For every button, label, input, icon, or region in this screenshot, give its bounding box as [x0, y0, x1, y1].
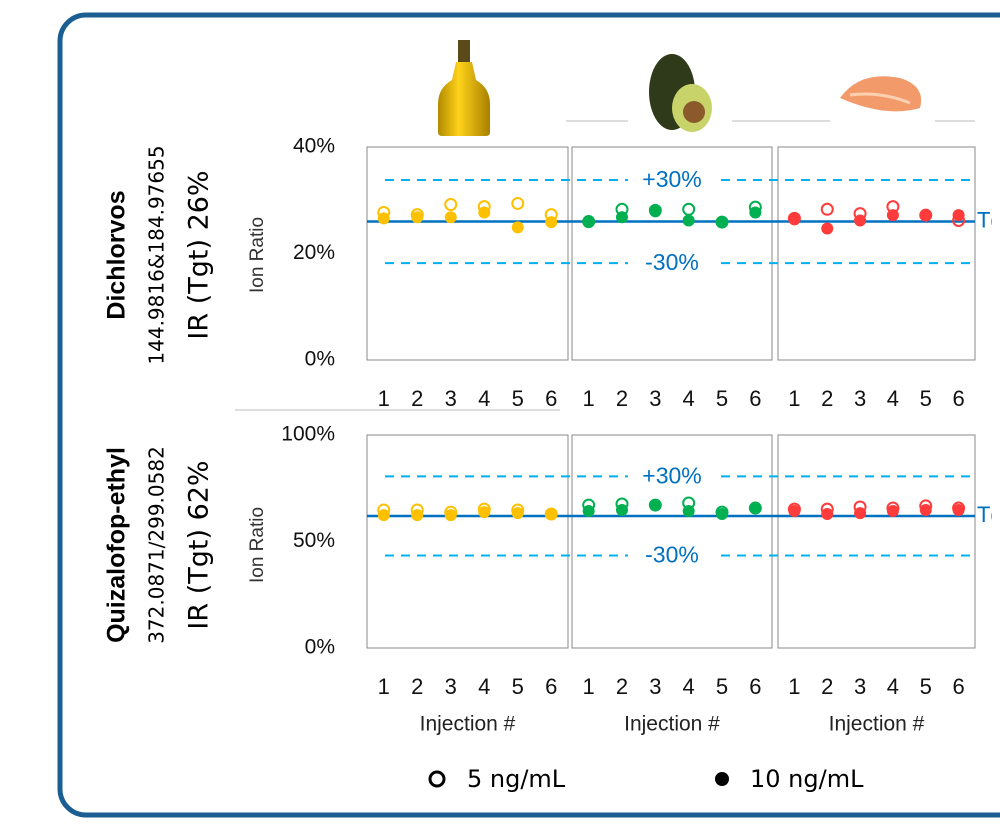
point-filled	[854, 507, 866, 519]
legend-label: 5 ng/mL	[467, 765, 566, 793]
x-tick-label: 4	[887, 674, 899, 699]
tolerance-label: +30%	[642, 166, 701, 192]
point-filled	[512, 507, 524, 519]
y-tick-label: 20%	[293, 241, 335, 264]
point-filled	[788, 505, 800, 517]
point-filled	[411, 211, 423, 223]
x-tick-label: 2	[616, 674, 628, 699]
point-filled	[887, 505, 899, 517]
x-tick-label: 2	[821, 674, 833, 699]
point-filled	[478, 506, 490, 518]
point-filled	[788, 213, 800, 225]
figure: 0%20%40%123456123456123456+30%-30%Tgt0%5…	[0, 0, 1000, 828]
y-tick-label: 50%	[293, 529, 335, 552]
mass-transition: 372.0871/299.0582	[145, 446, 169, 644]
point-filled	[887, 209, 899, 221]
target-ratio: IR (Tgt) 26%	[184, 170, 215, 339]
legend-marker-filled	[715, 772, 729, 786]
point-filled	[716, 508, 728, 520]
x-tick-label: 5	[920, 386, 932, 411]
x-tick-label: 6	[952, 674, 964, 699]
point-filled	[445, 509, 457, 521]
x-tick-label: 5	[716, 674, 728, 699]
target-ratio: IR (Tgt) 62%	[184, 460, 215, 629]
x-tick-label: 2	[411, 386, 423, 411]
point-filled	[545, 216, 557, 228]
point-filled	[953, 209, 965, 221]
point-filled	[649, 205, 661, 217]
mass-transition: 144.9816&184.97655	[145, 145, 169, 364]
x-tick-label: 5	[920, 674, 932, 699]
x-tick-label: 1	[378, 386, 390, 411]
tolerance-label: -30%	[645, 542, 699, 568]
x-tick-label: 3	[854, 674, 866, 699]
y-tick-label: 0%	[305, 636, 335, 659]
x-tick-label: 6	[545, 674, 557, 699]
compound-name: Dichlorvos	[103, 190, 131, 319]
point-filled	[478, 206, 490, 218]
point-filled	[749, 206, 761, 218]
x-tick-label: 3	[445, 386, 457, 411]
x-tick-label: 1	[788, 386, 800, 411]
x-tick-label: 6	[749, 386, 761, 411]
point-filled	[545, 508, 557, 520]
point-filled	[821, 508, 833, 520]
x-axis-label: Injection #	[624, 713, 720, 736]
point-filled	[616, 211, 628, 223]
x-tick-label: 3	[649, 674, 661, 699]
compound-name: Quizalofop-ethyl	[103, 447, 131, 643]
point-filled	[583, 216, 595, 228]
x-tick-label: 2	[616, 386, 628, 411]
y-tick-label: 40%	[293, 135, 335, 158]
y-tick-label: 100%	[281, 423, 335, 446]
x-tick-label: 3	[854, 386, 866, 411]
x-tick-label: 4	[478, 386, 490, 411]
point-filled	[821, 222, 833, 234]
point-filled	[920, 209, 932, 221]
x-tick-label: 5	[716, 386, 728, 411]
x-tick-label: 3	[445, 674, 457, 699]
point-filled	[854, 214, 866, 226]
point-filled	[683, 214, 695, 226]
x-tick-label: 2	[821, 386, 833, 411]
x-tick-label: 4	[683, 674, 695, 699]
point-filled	[445, 211, 457, 223]
x-tick-label: 2	[411, 674, 423, 699]
point-filled	[616, 504, 628, 516]
point-filled	[953, 504, 965, 516]
point-filled	[749, 502, 761, 514]
x-tick-label: 1	[583, 674, 595, 699]
y-axis-label: Ion Ratio	[247, 217, 268, 293]
point-filled	[920, 504, 932, 516]
x-tick-label: 1	[378, 674, 390, 699]
x-axis-label: Injection #	[420, 713, 516, 736]
x-tick-label: 6	[952, 386, 964, 411]
point-filled	[716, 216, 728, 228]
legend-marker-open	[430, 772, 444, 786]
point-filled	[378, 212, 390, 224]
point-filled	[378, 509, 390, 521]
y-axis-label: Ion Ratio	[247, 507, 268, 583]
x-tick-label: 4	[478, 674, 490, 699]
x-tick-label: 1	[583, 386, 595, 411]
point-filled	[583, 505, 595, 517]
x-tick-label: 5	[512, 386, 524, 411]
point-filled	[649, 499, 661, 511]
x-tick-label: 5	[512, 674, 524, 699]
tolerance-label: +30%	[642, 462, 701, 488]
legend-label: 10 ng/mL	[750, 765, 864, 793]
point-filled	[411, 509, 423, 521]
x-tick-label: 1	[788, 674, 800, 699]
x-tick-label: 6	[545, 386, 557, 411]
point-filled	[683, 505, 695, 517]
point-filled	[512, 221, 524, 233]
x-axis-label: Injection #	[829, 713, 925, 736]
x-tick-label: 3	[649, 386, 661, 411]
x-tick-label: 4	[887, 386, 899, 411]
tolerance-label: -30%	[645, 249, 699, 275]
x-tick-label: 4	[683, 386, 695, 411]
y-tick-label: 0%	[305, 348, 335, 371]
x-tick-label: 6	[749, 674, 761, 699]
